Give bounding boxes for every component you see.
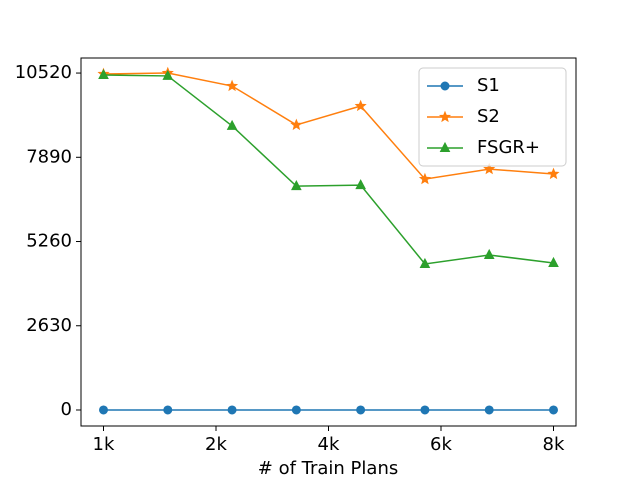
x-tick-label: 2k xyxy=(205,434,227,455)
marker xyxy=(226,79,239,92)
marker xyxy=(291,180,302,191)
x-tick-label: 4k xyxy=(318,434,340,455)
legend-label: FSGR+ xyxy=(477,137,540,158)
marker xyxy=(356,405,366,415)
marker xyxy=(355,179,366,190)
marker xyxy=(227,405,237,415)
x-axis-label: # of Train Plans xyxy=(258,458,398,479)
legend-marker xyxy=(440,81,450,91)
y-tick-label: 5260 xyxy=(26,231,72,252)
y-tick-label: 10520 xyxy=(15,62,72,83)
marker xyxy=(99,405,108,415)
marker xyxy=(484,405,494,415)
x-tick-label: 6k xyxy=(430,434,452,455)
legend-box xyxy=(418,67,567,167)
marker xyxy=(547,167,560,180)
marker xyxy=(98,68,109,79)
y-tick-label: 7890 xyxy=(26,146,72,167)
series-line xyxy=(103,74,554,265)
marker xyxy=(163,405,173,415)
x-tick-label: 8k xyxy=(543,434,565,455)
legend-label: S1 xyxy=(477,75,500,96)
legend-marker xyxy=(438,110,452,123)
marker xyxy=(419,257,431,268)
legend-label: S2 xyxy=(477,106,500,127)
series-line xyxy=(103,72,554,180)
legend-marker xyxy=(439,141,451,152)
marker xyxy=(483,162,496,175)
y-tick-label: 2630 xyxy=(26,315,72,336)
marker xyxy=(418,172,431,185)
marker xyxy=(226,119,238,130)
marker xyxy=(290,118,303,131)
x-tick-label: 1k xyxy=(93,434,115,455)
marker xyxy=(291,405,301,415)
marker xyxy=(483,248,495,259)
marker xyxy=(420,405,430,415)
marker xyxy=(354,99,367,112)
y-tick-label: 0 xyxy=(61,399,72,420)
marker xyxy=(549,405,558,415)
marker xyxy=(548,256,559,267)
marker xyxy=(162,69,174,80)
